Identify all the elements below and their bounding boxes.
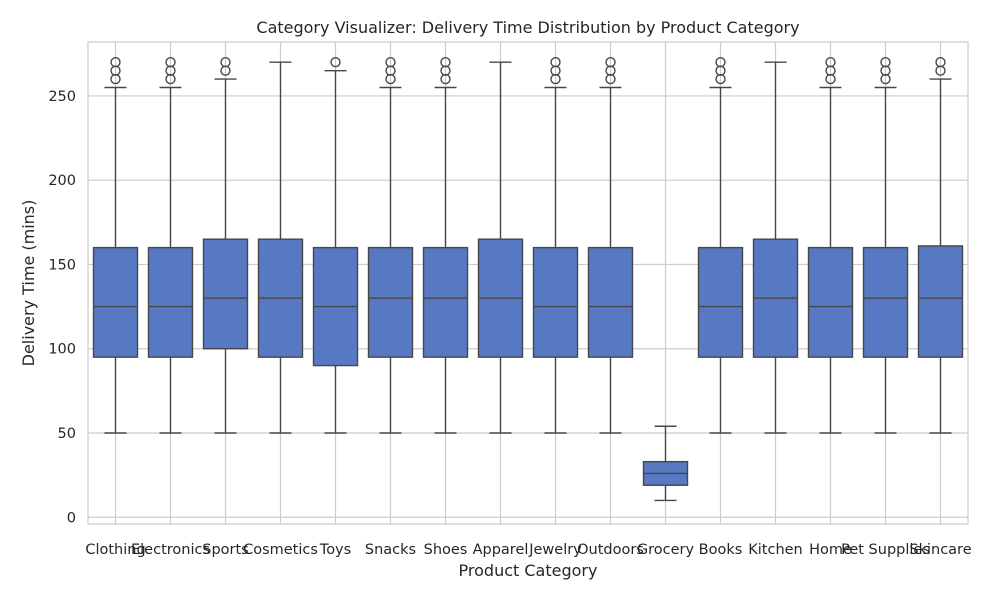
box-home bbox=[807, 57, 854, 434]
outlier-point bbox=[880, 57, 891, 68]
x-tick-label: Sports bbox=[202, 542, 248, 558]
outlier-point bbox=[550, 57, 561, 68]
x-tick-label: Electronics bbox=[131, 542, 210, 558]
outlier-point bbox=[165, 57, 176, 68]
x-tick-label: Books bbox=[699, 542, 743, 558]
outlier-point bbox=[715, 57, 726, 68]
iqr-box bbox=[697, 246, 744, 358]
x-axis-label: Product Category bbox=[459, 561, 598, 580]
y-tick-label: 0 bbox=[67, 510, 76, 526]
outlier-point bbox=[330, 57, 341, 68]
plot-frame bbox=[87, 41, 969, 525]
outlier-point bbox=[220, 57, 231, 68]
outlier-point bbox=[440, 57, 451, 68]
x-tick-label: Home bbox=[809, 542, 852, 558]
box-books bbox=[697, 57, 744, 434]
box-plots bbox=[92, 57, 964, 502]
iqr-box bbox=[587, 246, 634, 358]
box-apparel bbox=[477, 61, 524, 434]
outlier-point bbox=[935, 57, 946, 68]
x-tick-label: Apparel bbox=[473, 542, 529, 558]
box-skincare bbox=[917, 57, 964, 434]
box-sports bbox=[202, 57, 249, 434]
outlier-point bbox=[825, 57, 836, 68]
outlier-point bbox=[110, 57, 121, 68]
x-tick-label: Pet Supplies bbox=[841, 542, 930, 558]
y-tick-label: 250 bbox=[48, 89, 76, 105]
x-tick-label: Shoes bbox=[424, 542, 468, 558]
y-tick-label: 50 bbox=[58, 426, 76, 442]
y-tick-label: 100 bbox=[48, 342, 76, 358]
x-tick-label: Snacks bbox=[365, 542, 416, 558]
box-pet-supplies bbox=[862, 57, 909, 434]
box-cosmetics bbox=[257, 61, 304, 434]
box-jewelry bbox=[532, 57, 579, 434]
y-tick-label: 200 bbox=[48, 173, 76, 189]
iqr-box bbox=[532, 246, 579, 358]
x-tick-label: Outdoors bbox=[577, 542, 644, 558]
x-tick-label: Cosmetics bbox=[243, 542, 318, 558]
x-tick-label: Toys bbox=[319, 542, 351, 558]
box-clothing bbox=[92, 57, 139, 434]
iqr-box bbox=[862, 246, 909, 358]
x-tick-label: Skincare bbox=[909, 542, 971, 558]
iqr-box bbox=[807, 246, 854, 358]
x-tick-label: Jewelry bbox=[528, 542, 582, 558]
box-outdoors bbox=[587, 57, 634, 434]
x-tick-label: Clothing bbox=[85, 542, 145, 558]
box-toys bbox=[312, 57, 359, 434]
x-tick-label: Kitchen bbox=[748, 542, 803, 558]
chart-title: Category Visualizer: Delivery Time Distr… bbox=[256, 18, 799, 37]
iqr-box bbox=[202, 238, 249, 350]
y-tick-labels: 0 50 100 150 200 250 bbox=[48, 89, 76, 526]
box-shoes bbox=[422, 57, 469, 434]
y-axis-label: Delivery Time (mins) bbox=[19, 200, 38, 367]
iqr-box bbox=[422, 246, 469, 358]
iqr-box bbox=[92, 246, 139, 358]
box-grocery bbox=[642, 425, 689, 502]
y-tick-label: 150 bbox=[48, 257, 76, 273]
box-snacks bbox=[367, 57, 414, 434]
iqr-box bbox=[147, 246, 194, 358]
x-tick-label: Grocery bbox=[637, 542, 695, 558]
outlier-point bbox=[385, 57, 396, 68]
box-electronics bbox=[147, 57, 194, 434]
outlier-point bbox=[605, 57, 616, 68]
iqr-box bbox=[917, 245, 964, 358]
box-kitchen bbox=[752, 61, 799, 434]
iqr-box bbox=[367, 246, 414, 358]
